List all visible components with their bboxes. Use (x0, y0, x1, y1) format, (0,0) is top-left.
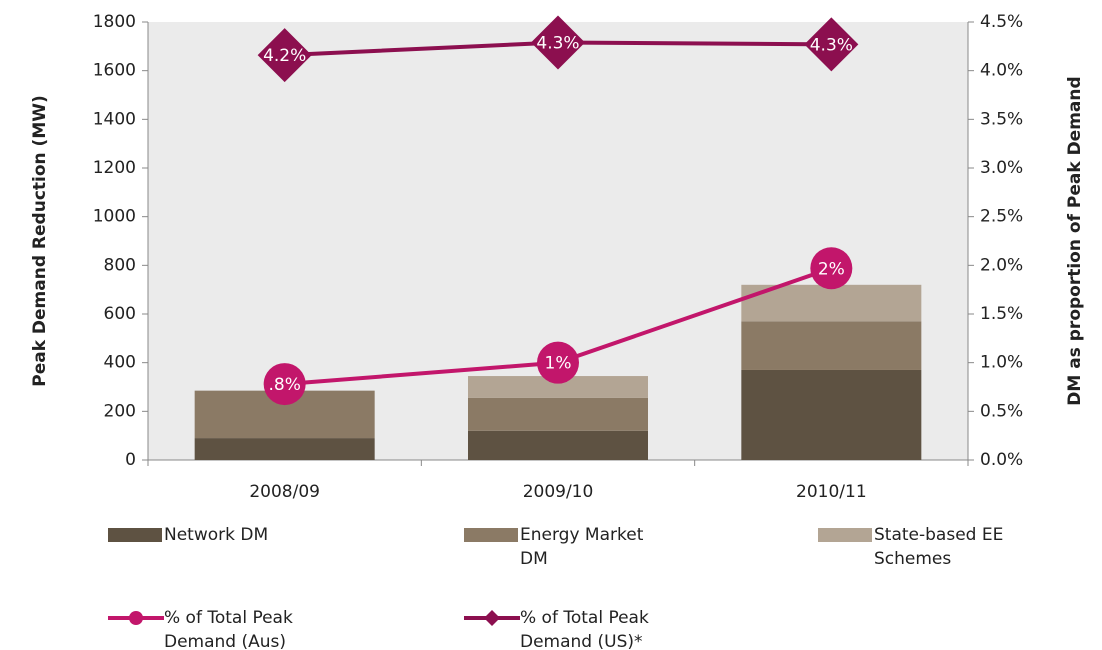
bar-segment (468, 376, 648, 398)
legend-label: % of Total Peak Demand (Aus) (164, 608, 293, 650)
y2-tick-label: 2.0% (980, 255, 1023, 275)
bar-segment (468, 397, 648, 431)
circle-marker (263, 363, 306, 406)
chart: Peak Demand Reduction (MW) DM as proport… (30, 12, 1085, 502)
y2-tick-label: 0.5% (980, 401, 1023, 421)
legend-marker (484, 610, 500, 626)
y2-tick-label: 4.5% (980, 12, 1023, 32)
legend-swatch (818, 528, 872, 542)
data-label: .8% (268, 375, 300, 395)
y-tick-label: 400 (104, 353, 136, 373)
legend-item: State-based EE Schemes (818, 523, 1024, 571)
legend-swatch (464, 610, 520, 626)
legend-swatch (108, 611, 164, 625)
bar-segment (194, 438, 375, 460)
legend-label: % of Total Peak Demand (US)* (520, 608, 649, 650)
legend-label: Network DM (164, 525, 269, 545)
diamond-marker (531, 15, 585, 70)
legend-label: State-based EE Schemes (874, 525, 1004, 569)
legend-label: Energy Market DM (520, 525, 644, 569)
y-tick-label: 1200 (93, 158, 136, 178)
y2-tick-label: 0.0% (980, 450, 1023, 470)
x-tick-label: 2008/09 (249, 482, 320, 500)
diamond-marker (804, 17, 859, 72)
x-tick-label: 2010/11 (796, 482, 867, 500)
y2-tick-label: 3.5% (980, 109, 1023, 129)
legend-item: Network DM (108, 523, 314, 547)
y-tick-label: 0 (125, 450, 136, 470)
data-label: 4.3% (810, 35, 853, 55)
legend-box (108, 528, 162, 542)
y-tick-label: 200 (104, 401, 136, 421)
y2-tick-label: 1.5% (980, 304, 1023, 324)
circle-marker (537, 341, 579, 384)
legend-swatch (108, 528, 162, 542)
y-tick-label: 1400 (93, 109, 136, 129)
y-tick-label: 1600 (93, 61, 136, 81)
y-tick-label: 1800 (93, 12, 136, 32)
legend-marker (129, 611, 143, 625)
y2-tick-label: 2.5% (980, 207, 1023, 227)
diamond-marker (257, 28, 312, 83)
data-label: 1% (545, 354, 572, 374)
legend-item: % of Total Peak Demand (Aus) (108, 606, 314, 650)
data-label: 4.2% (263, 46, 306, 66)
data-label: 4.3% (536, 33, 579, 53)
y2-tick-label: 4.0% (980, 61, 1023, 81)
y-tick-label: 1000 (93, 207, 136, 227)
y-axis-title: Peak Demand Reduction (MW) (30, 95, 50, 387)
y-tick-label: 600 (104, 304, 136, 324)
y-tick-label: 800 (104, 255, 136, 275)
bar-segment (741, 369, 922, 460)
y2-axis-title: DM as proportion of Peak Demand (1065, 76, 1085, 405)
x-tick-label: 2009/10 (523, 482, 594, 500)
legend-item: % of Total Peak Demand (US)* (464, 606, 670, 650)
bar-segment (468, 430, 648, 460)
data-label: 2% (818, 259, 845, 279)
legend-box (464, 528, 518, 542)
legend-swatch (464, 528, 518, 542)
legend-item: Energy Market DM (464, 523, 670, 571)
y2-tick-label: 1.0% (980, 353, 1023, 373)
bar-segment (741, 321, 922, 370)
legend-box (818, 528, 872, 542)
circle-marker (810, 247, 853, 290)
y2-tick-label: 3.0% (980, 158, 1023, 178)
